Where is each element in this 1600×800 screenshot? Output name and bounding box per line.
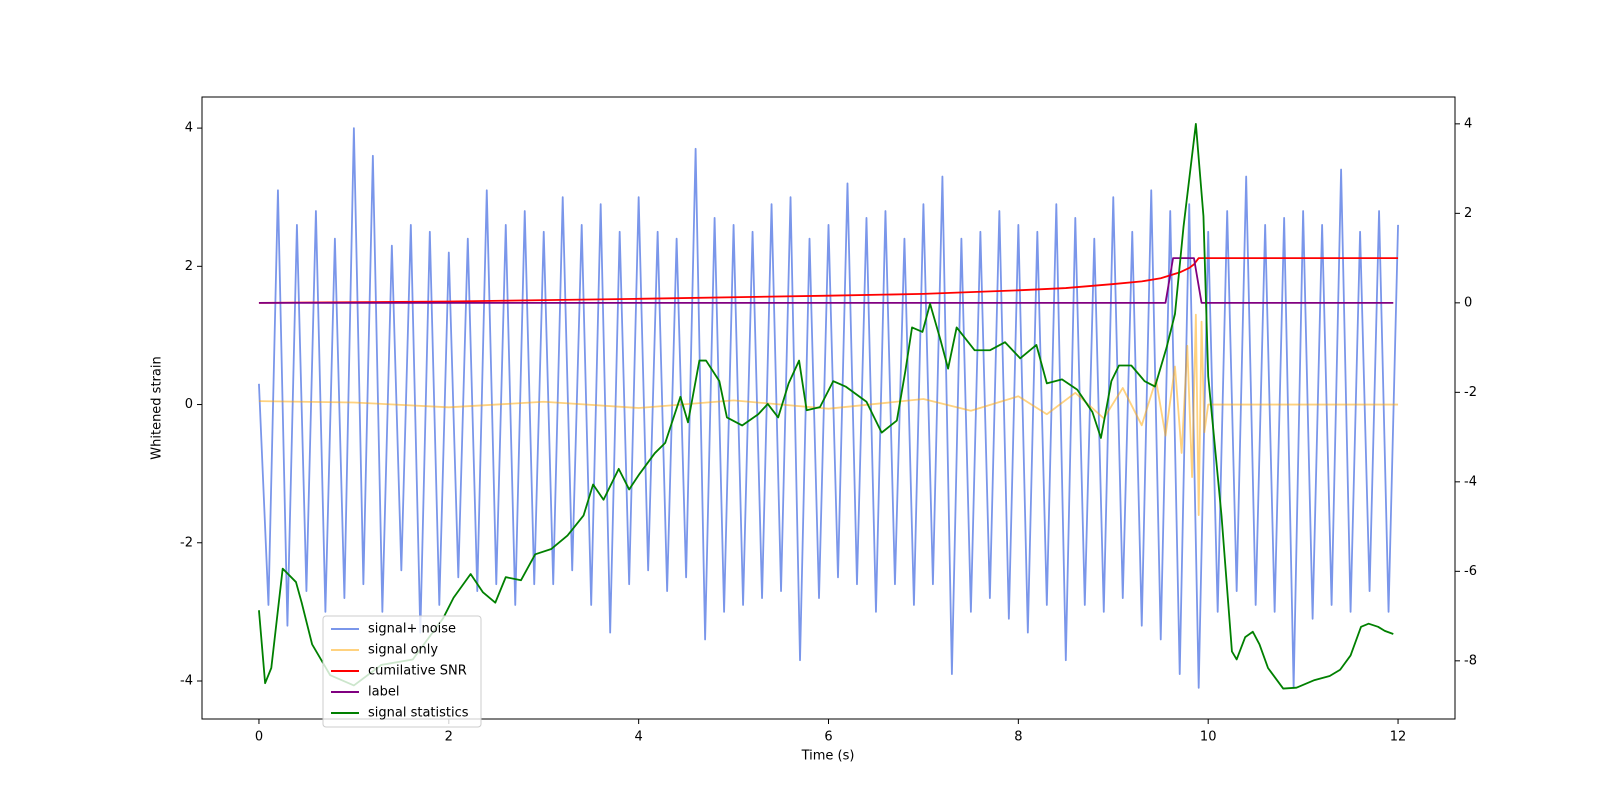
y2-tick-label: 4 bbox=[1464, 116, 1472, 131]
x-tick-label: 12 bbox=[1390, 730, 1407, 745]
legend-label: label bbox=[368, 685, 399, 700]
y2-tick-label: -2 bbox=[1464, 385, 1477, 400]
legend-label: signal+ noise bbox=[368, 622, 456, 637]
legend-label: signal statistics bbox=[368, 706, 469, 721]
legend-box bbox=[322, 615, 482, 728]
x-tick-label: 6 bbox=[824, 730, 832, 745]
series-line bbox=[258, 313, 1399, 517]
y2-tick-label: -6 bbox=[1464, 564, 1477, 579]
y-tick-label: 0 bbox=[185, 397, 193, 412]
series-line bbox=[258, 127, 1399, 689]
x-tick-label: 4 bbox=[635, 730, 643, 745]
series-line bbox=[258, 257, 1399, 304]
series-line bbox=[258, 257, 1394, 304]
series-line bbox=[258, 122, 1394, 690]
legend-label: signal only bbox=[368, 643, 438, 658]
y-tick-label: -4 bbox=[180, 673, 193, 688]
x-tick-label: 0 bbox=[255, 730, 263, 745]
y2-tick-label: 0 bbox=[1464, 295, 1472, 310]
plot-frame bbox=[201, 96, 1456, 720]
x-tick-label: 8 bbox=[1014, 730, 1022, 745]
x-tick-label: 10 bbox=[1200, 730, 1217, 745]
legend-label: cumilative SNR bbox=[368, 664, 467, 679]
y-axis-label: Whitened strain bbox=[150, 356, 165, 459]
y-tick-label: -2 bbox=[180, 535, 193, 550]
y-tick-label: 2 bbox=[185, 259, 193, 274]
x-tick-label: 2 bbox=[445, 730, 453, 745]
y2-tick-label: 2 bbox=[1464, 206, 1472, 221]
y2-tick-label: -8 bbox=[1464, 653, 1477, 668]
y2-tick-label: -4 bbox=[1464, 474, 1477, 489]
x-axis-label: Time (s) bbox=[801, 749, 855, 764]
y-tick-label: 4 bbox=[185, 121, 193, 136]
